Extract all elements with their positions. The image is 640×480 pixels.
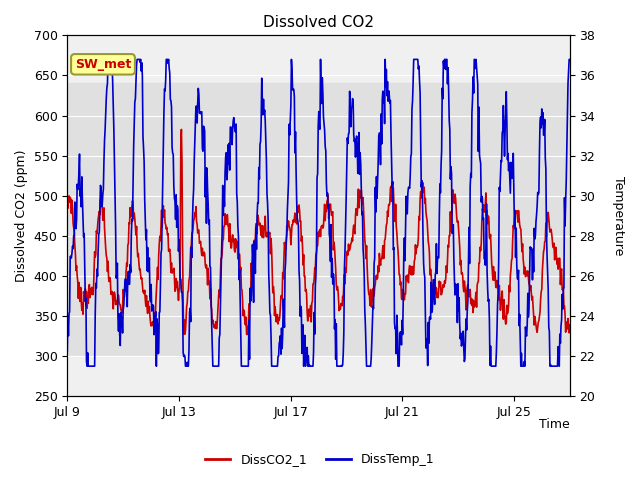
Y-axis label: Temperature: Temperature [612, 176, 625, 255]
Legend: DissCO2_1, DissTemp_1: DissCO2_1, DissTemp_1 [200, 448, 440, 471]
X-axis label: Time: Time [539, 418, 570, 431]
Title: Dissolved CO2: Dissolved CO2 [263, 15, 374, 30]
Y-axis label: Dissolved CO2 (ppm): Dissolved CO2 (ppm) [15, 150, 28, 282]
Text: SW_met: SW_met [75, 58, 131, 71]
Bar [67, 84, 570, 356]
